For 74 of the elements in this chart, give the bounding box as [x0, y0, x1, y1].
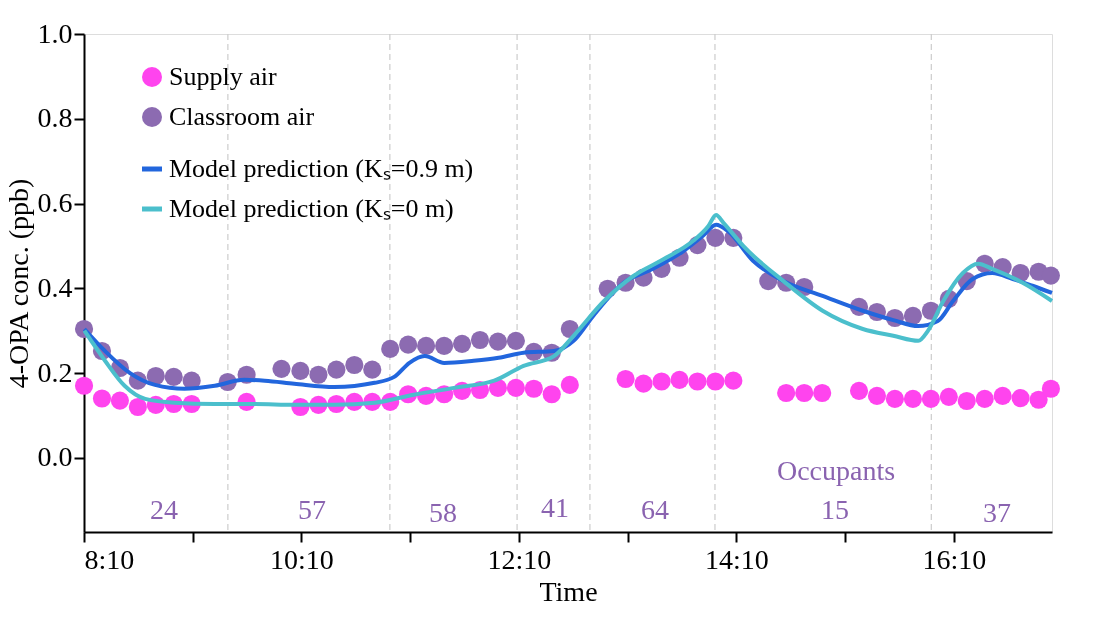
point: [542, 385, 561, 404]
annotation: Occupants: [776, 455, 896, 486]
point: [1029, 390, 1048, 409]
y-tick-label: 0.4: [37, 271, 73, 303]
y-tick-label: 1.0: [37, 17, 73, 49]
point: [670, 370, 689, 389]
point: [849, 381, 869, 400]
point: [939, 387, 958, 406]
point: [993, 386, 1012, 406]
point: [506, 378, 525, 397]
point: [164, 367, 183, 386]
x-tick-label: 14:10: [704, 543, 769, 575]
point: [524, 379, 543, 398]
point: [363, 360, 382, 379]
point: [128, 397, 147, 417]
y-tick-label: 0.0: [37, 441, 73, 473]
y-tick-label: 0.6: [37, 187, 73, 219]
point: [92, 389, 112, 408]
point: [706, 372, 725, 391]
point: [795, 383, 814, 403]
point: [616, 369, 635, 389]
annotation: 15: [821, 494, 849, 525]
legend-label: Classroom air: [169, 102, 315, 131]
point: [921, 389, 940, 408]
annotation: 64: [641, 494, 669, 525]
point: [1041, 266, 1060, 285]
point: [110, 391, 129, 410]
point: [435, 336, 454, 355]
point: [903, 389, 923, 408]
x-tick-label: 10:10: [270, 543, 334, 575]
point: [309, 365, 328, 384]
point: [1041, 379, 1060, 398]
x-axis-title: Time: [539, 575, 598, 607]
point: [560, 375, 579, 394]
point: [903, 306, 923, 325]
point: [706, 228, 725, 247]
legend-label: Model prediction (Kₛ=0 m): [169, 194, 454, 223]
annotation: 37: [983, 497, 1011, 528]
x-tick-label: 8:10: [84, 543, 135, 575]
point: [957, 391, 976, 411]
annotation: 57: [298, 494, 326, 525]
y-axis-title: 4-OPA conc. (ppb): [2, 178, 34, 389]
y-tick-label: 0.2: [37, 356, 73, 388]
point: [291, 361, 310, 381]
point: [652, 372, 671, 391]
annotation: 24: [150, 494, 178, 525]
point: [74, 376, 94, 395]
point: [885, 389, 904, 408]
point: [688, 372, 707, 391]
point: [506, 331, 525, 350]
point: [724, 371, 743, 390]
legend-label: Model prediction (Kₛ=0.9 m): [169, 154, 474, 183]
point: [488, 332, 508, 351]
point: [416, 336, 436, 355]
point: [399, 335, 418, 354]
x-tick-label: 16:10: [922, 543, 987, 575]
legend-label: Supply air: [169, 62, 277, 91]
y-tick-label: 0.8: [37, 102, 73, 134]
point: [975, 389, 994, 408]
annotation: 41: [541, 492, 569, 523]
point: [813, 383, 832, 403]
point: [452, 334, 472, 353]
point: [272, 359, 291, 378]
point: [867, 386, 887, 406]
point: [777, 383, 796, 403]
x-tick-label: 12:10: [487, 543, 552, 575]
point: [1011, 389, 1030, 408]
point: [381, 339, 400, 358]
annotation: 58: [429, 497, 457, 528]
point: [634, 374, 653, 393]
point: [146, 366, 165, 386]
point: [345, 355, 364, 375]
point: [470, 330, 490, 350]
point: [327, 360, 346, 379]
